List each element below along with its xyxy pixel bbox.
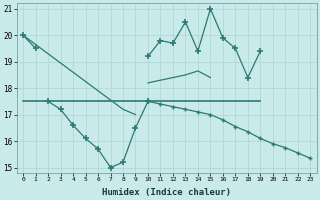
X-axis label: Humidex (Indice chaleur): Humidex (Indice chaleur) (102, 188, 231, 197)
